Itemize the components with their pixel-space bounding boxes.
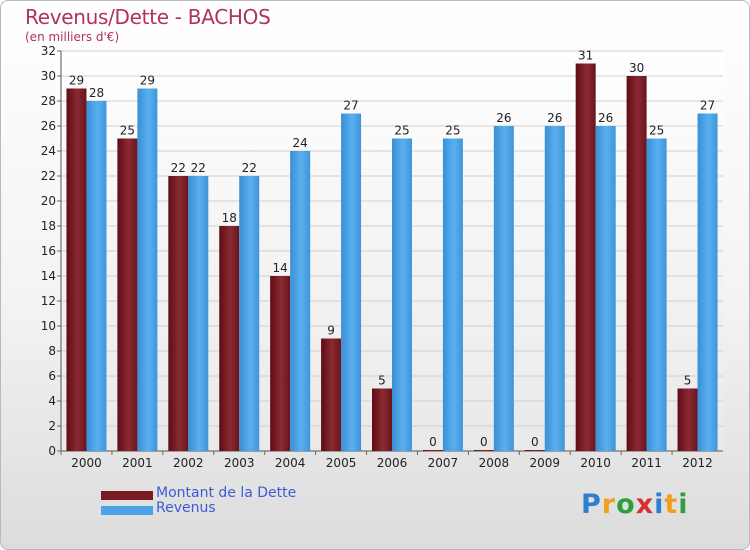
y-tick-label: 2 — [48, 419, 56, 433]
data-label: 0 — [429, 435, 437, 449]
proxiti-logo: Proxiti — [581, 489, 689, 520]
bar-revenus — [646, 138, 667, 451]
bar-revenus — [442, 138, 463, 451]
bar-revenus — [595, 126, 616, 451]
y-tick-label: 20 — [41, 194, 56, 208]
y-tick-label: 22 — [41, 169, 56, 183]
data-label: 25 — [120, 124, 135, 138]
data-label: 31 — [578, 49, 593, 63]
data-label: 26 — [496, 111, 511, 125]
y-tick-label: 24 — [41, 144, 56, 158]
y-tick-label: 8 — [48, 344, 56, 358]
bar-dette — [473, 450, 494, 451]
data-label: 26 — [598, 111, 613, 125]
y-tick-label: 16 — [41, 244, 56, 258]
y-tick-label: 30 — [41, 69, 56, 83]
x-tick-label: 2004 — [275, 456, 306, 470]
bar-dette — [524, 450, 545, 451]
bar-dette — [626, 76, 647, 451]
data-label: 29 — [140, 74, 155, 88]
data-label: 27 — [700, 99, 715, 113]
y-tick-label: 26 — [41, 119, 56, 133]
bar-revenus — [188, 176, 209, 451]
y-tick-label: 12 — [41, 294, 56, 308]
y-tick-label: 32 — [41, 44, 56, 58]
data-label: 18 — [222, 211, 237, 225]
chart-subtitle: (en milliers d'€) — [25, 30, 120, 44]
x-tick-label: 2003 — [224, 456, 255, 470]
data-label: 22 — [191, 161, 206, 175]
y-tick-label: 28 — [41, 94, 56, 108]
legend-label-dette: Montant de la Dette — [156, 485, 297, 501]
data-label: 25 — [649, 124, 664, 138]
x-tick-label: 2009 — [529, 456, 560, 470]
x-tick-label: 2010 — [580, 456, 611, 470]
legend-swatch-revenus — [101, 506, 153, 515]
bar-dette — [219, 226, 240, 451]
data-label: 28 — [89, 86, 104, 100]
data-label: 26 — [547, 111, 562, 125]
bar-dette — [677, 388, 698, 451]
x-tick-label: 2005 — [326, 456, 357, 470]
data-label: 22 — [242, 161, 257, 175]
bar-dette — [372, 388, 392, 451]
data-label: 0 — [480, 435, 488, 449]
y-tick-label: 0 — [48, 444, 56, 458]
x-tick-label: 2011 — [631, 456, 662, 470]
y-tick-label: 4 — [48, 394, 56, 408]
bar-revenus — [290, 151, 311, 451]
logo-letter: o — [616, 489, 636, 520]
data-label: 22 — [171, 161, 186, 175]
bar-dette — [575, 63, 596, 451]
bar-dette — [270, 276, 291, 451]
bar-revenus — [493, 126, 514, 451]
x-tick-label: 2006 — [377, 456, 408, 470]
legend-swatch-dette — [101, 491, 153, 500]
x-tick-label: 2012 — [682, 456, 713, 470]
bar-dette — [422, 450, 443, 451]
x-tick-label: 2001 — [122, 456, 153, 470]
y-tick-label: 6 — [48, 369, 56, 383]
legend-label-revenus: Revenus — [156, 500, 216, 516]
data-label: 29 — [69, 74, 84, 88]
data-label: 24 — [293, 136, 308, 150]
bar-revenus — [137, 88, 158, 451]
bar-revenus — [697, 113, 718, 451]
logo-letter: P — [581, 489, 602, 520]
data-label: 0 — [531, 435, 539, 449]
logo-letter: x — [635, 489, 655, 520]
chart-title: Revenus/Dette - BACHOS — [25, 5, 271, 29]
data-label: 25 — [394, 124, 409, 138]
logo-letter: i — [678, 489, 689, 520]
data-label: 5 — [684, 374, 692, 388]
data-label: 14 — [273, 261, 288, 275]
bar-revenus — [544, 126, 565, 451]
data-label: 30 — [629, 61, 644, 75]
data-label: 27 — [343, 99, 358, 113]
logo-letter: r — [601, 489, 617, 520]
y-tick-label: 14 — [41, 269, 56, 283]
logo-letter: i — [654, 489, 665, 520]
bar-revenus — [341, 113, 362, 451]
bar-revenus — [239, 176, 260, 451]
bar-dette — [66, 88, 87, 451]
data-label: 5 — [378, 374, 386, 388]
bar-dette — [117, 138, 138, 451]
y-tick-label: 18 — [41, 219, 56, 233]
x-tick-label: 2000 — [71, 456, 102, 470]
data-label: 9 — [327, 324, 335, 338]
data-label: 25 — [445, 124, 460, 138]
logo-letter: t — [664, 489, 679, 520]
bar-revenus — [392, 138, 412, 451]
x-tick-label: 2002 — [173, 456, 204, 470]
bar-revenus — [86, 101, 107, 451]
y-tick-label: 10 — [41, 319, 56, 333]
x-tick-label: 2008 — [479, 456, 510, 470]
bar-dette — [321, 338, 342, 451]
bar-dette — [168, 176, 189, 451]
x-tick-label: 2007 — [428, 456, 459, 470]
